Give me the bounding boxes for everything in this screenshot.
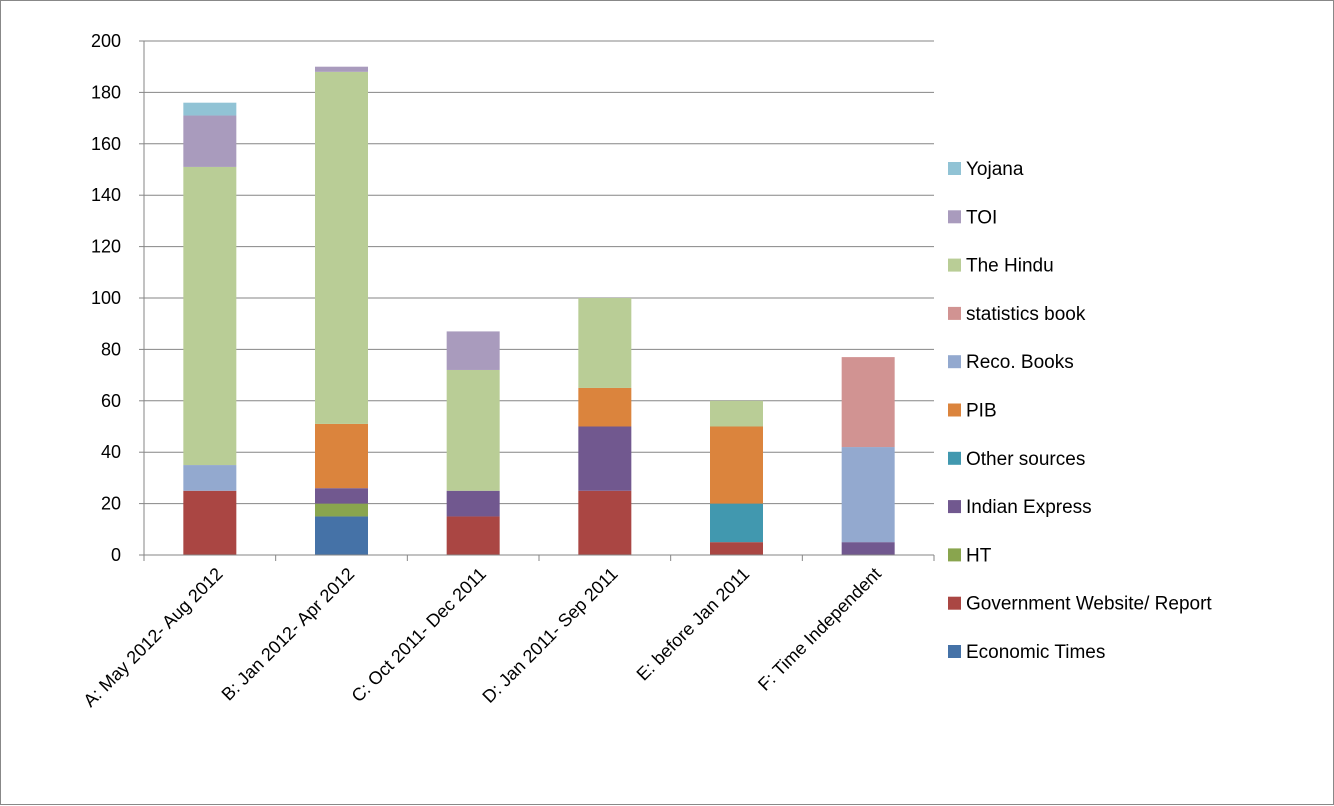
bar-segment (315, 71, 368, 424)
y-tick-label: 180 (91, 82, 121, 102)
bar-segment (578, 387, 632, 427)
bar-segment (315, 503, 368, 517)
x-tick-label: E: before Jan 2011 (633, 564, 754, 685)
legend-label: Other sources (966, 449, 1085, 470)
bar-segment (841, 542, 895, 555)
legend-label: The Hindu (966, 256, 1054, 277)
y-tick-label: 100 (91, 288, 121, 308)
bar-segment (710, 400, 763, 427)
bar-segment (315, 488, 368, 504)
y-tick-label: 120 (91, 237, 121, 257)
x-tick-label: B: Jan 2012- Apr 2012 (218, 564, 359, 705)
legend-swatch (948, 403, 961, 417)
x-tick-label: F: Time Independent (754, 564, 885, 695)
y-tick-label: 160 (91, 134, 121, 154)
bar-segment (315, 516, 368, 555)
legend-swatch (948, 500, 961, 514)
y-tick-label: 40 (101, 442, 121, 462)
bar-segment (446, 490, 500, 517)
legend-swatch (948, 162, 961, 175)
bar-segment (710, 503, 763, 543)
legend-swatch (948, 548, 961, 562)
legend-label: Indian Express (966, 497, 1092, 518)
bar-segment (183, 490, 237, 555)
bar-segment (710, 426, 763, 504)
bar-segment (183, 115, 237, 167)
bar-segment (578, 426, 632, 491)
bar-segment (841, 447, 895, 543)
legend-label: Government Website/ Report (966, 594, 1212, 615)
bar-segment (446, 331, 500, 370)
x-tick-label: A: May 2012- Aug 2012 (79, 564, 226, 711)
bar-segment (578, 490, 632, 555)
y-tick-label: 60 (101, 391, 121, 411)
legend-label: Economic Times (966, 642, 1105, 663)
legend-label: Reco. Books (966, 352, 1074, 373)
y-tick-label: 200 (91, 31, 121, 51)
y-tick-labels: 0 20 40 60 80 100 120 140 160 180 200 (91, 31, 121, 565)
y-tick-label: 20 (101, 494, 121, 514)
legend-label: PIB (966, 401, 997, 422)
legend-label: statistics book (966, 304, 1086, 325)
axes (139, 40, 935, 561)
legend-swatch (948, 451, 961, 465)
y-tick-label: 0 (111, 545, 121, 565)
legend-swatch (948, 210, 961, 224)
bar-segment (841, 357, 895, 448)
legend: Yojana TOI The Hindu statistics book Reco. B… (948, 159, 1212, 663)
bars (183, 66, 895, 555)
y-tick-label: 140 (91, 185, 121, 205)
gridlines (144, 40, 934, 505)
bar-segment (446, 369, 500, 491)
bar-segment (710, 542, 763, 555)
legend-label: Yojana (966, 159, 1024, 180)
legend-swatch (948, 596, 961, 610)
legend-swatch (948, 355, 961, 369)
bar-segment (183, 102, 237, 116)
bar-segment (183, 166, 237, 466)
x-tick-label: D: Jan 2011- Sep 2011 (478, 564, 621, 707)
bar-segment (315, 423, 368, 489)
bar-segment (315, 66, 368, 72)
legend-swatch (948, 306, 961, 320)
bar-segment (446, 516, 500, 555)
legend-swatch (948, 258, 961, 272)
bar-segment (183, 465, 237, 491)
legend-label: TOI (966, 207, 997, 228)
legend-label: HT (966, 545, 992, 566)
x-tick-label: C: Oct 2011- Dec 2011 (348, 564, 490, 706)
bar-segment (578, 298, 632, 388)
legend-swatch (948, 645, 961, 658)
y-tick-label: 80 (101, 339, 121, 359)
